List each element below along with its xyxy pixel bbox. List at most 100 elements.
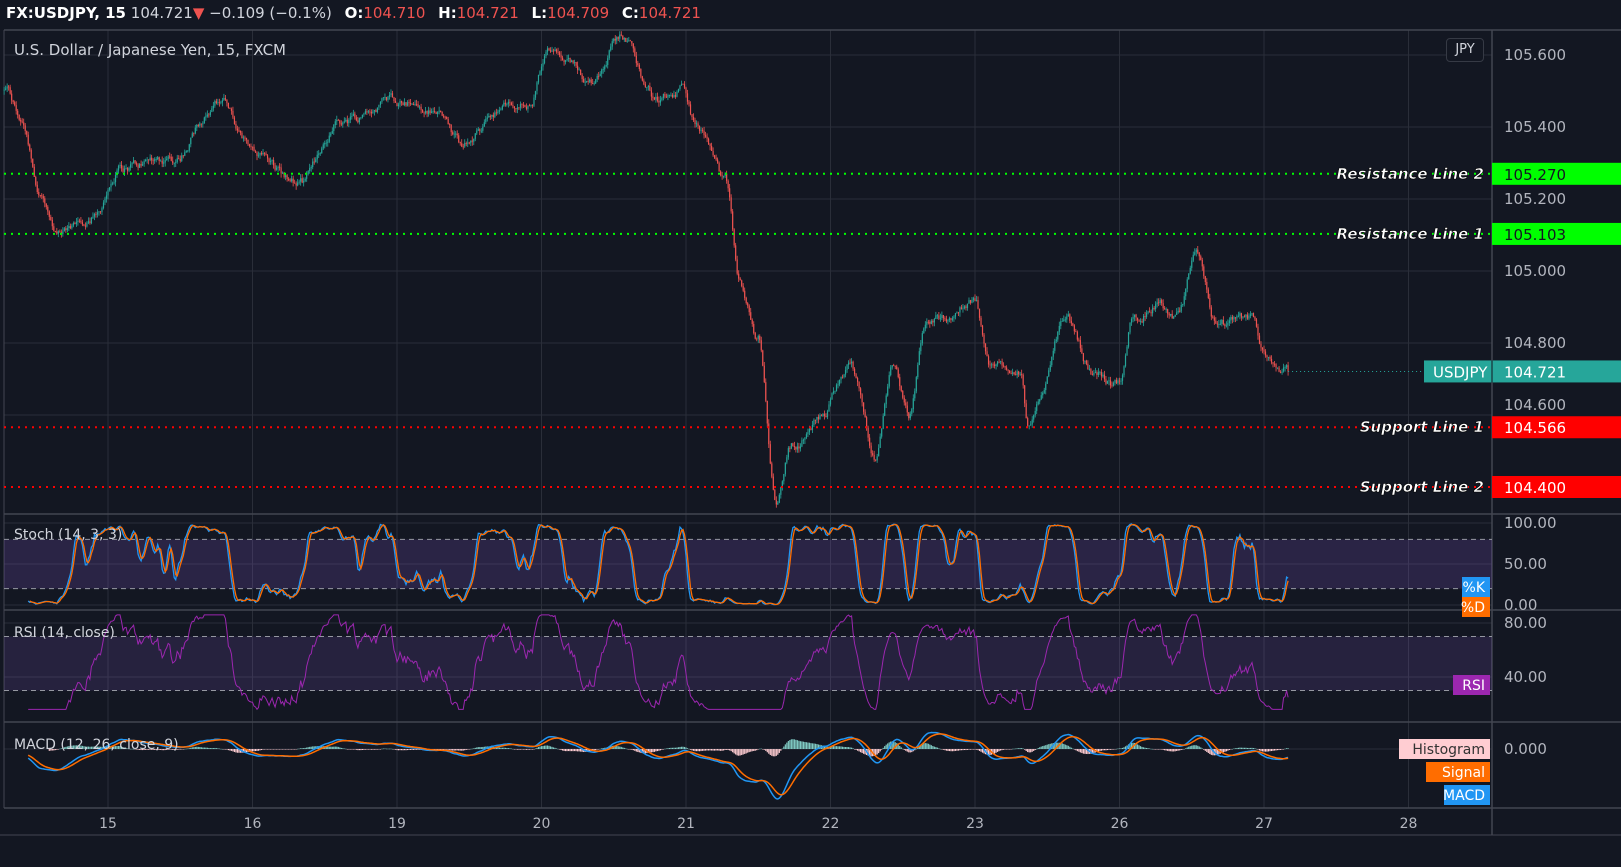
candle-body — [909, 413, 911, 419]
candle — [169, 152, 171, 159]
candle — [387, 96, 389, 103]
macd-histogram-bar — [766, 749, 768, 753]
candle — [24, 123, 26, 135]
candle-body — [167, 156, 169, 159]
macd-histogram-bar — [850, 747, 853, 749]
macd-histogram-bar — [599, 748, 601, 750]
candle — [789, 446, 791, 453]
candle-body — [244, 137, 246, 139]
candle — [417, 101, 419, 108]
macd-histogram-bar — [692, 749, 695, 751]
macd-histogram-bar — [485, 746, 487, 749]
macd-histogram-bar — [980, 749, 982, 752]
candle-body — [1049, 365, 1051, 371]
macd-histogram-bar — [623, 747, 625, 749]
candle — [846, 364, 848, 373]
candle — [826, 409, 829, 420]
candle — [462, 143, 464, 150]
candle — [235, 120, 237, 131]
candle — [926, 318, 928, 329]
macd-histogram-bar — [793, 739, 795, 749]
macd-title[interactable]: MACD (12, 26, close, 9) — [14, 737, 179, 753]
candle — [1182, 303, 1184, 307]
candle-body — [701, 129, 704, 131]
macd-histogram-bar — [1254, 748, 1256, 749]
candle-body — [1155, 304, 1157, 310]
candle — [975, 295, 978, 302]
candle — [104, 196, 106, 206]
candle-body — [608, 50, 610, 59]
macd-histogram-bar — [482, 746, 484, 749]
candle-body — [861, 394, 863, 403]
candle — [503, 100, 505, 107]
macd-histogram-bar — [1039, 747, 1041, 749]
candle-body — [513, 106, 516, 109]
macd-histogram-bar — [968, 749, 970, 750]
candle-body — [826, 411, 829, 418]
macd-histogram-bar — [384, 748, 386, 750]
macd-histogram-bar — [694, 749, 696, 752]
candle-body — [924, 324, 926, 329]
candle-body — [1191, 260, 1193, 268]
candle — [309, 163, 311, 174]
candle-body — [652, 96, 654, 98]
candle-body — [911, 409, 913, 414]
macd-histogram-bar — [1085, 749, 1087, 754]
macd-histogram-bar — [528, 749, 531, 750]
macd-histogram-bar — [676, 747, 678, 749]
candle-body — [1108, 380, 1110, 382]
candle — [569, 57, 571, 64]
candle — [1087, 360, 1089, 370]
candle-body — [1254, 316, 1256, 320]
candle — [936, 313, 938, 320]
candle-body — [595, 79, 597, 84]
macd-histogram-bar — [1155, 749, 1157, 750]
macd-histogram-bar — [221, 748, 223, 750]
candle — [1025, 399, 1027, 419]
candle-body — [26, 130, 28, 135]
currency-button[interactable]: JPY — [1446, 38, 1484, 62]
rsi-title[interactable]: RSI (14, close) — [14, 625, 115, 641]
candle-body — [1136, 317, 1139, 321]
macd-histogram-bar — [948, 749, 951, 752]
candle — [1123, 365, 1125, 378]
candle — [423, 111, 425, 118]
candle — [1031, 416, 1033, 428]
candle — [74, 221, 76, 225]
candle-body — [567, 58, 570, 60]
candle — [983, 332, 985, 348]
candle — [906, 401, 908, 417]
macd-histogram-bar — [1069, 746, 1071, 749]
candle — [1028, 425, 1030, 430]
candle-body — [1070, 320, 1072, 324]
symbol-name[interactable]: FX:USDJPY, 15 — [6, 4, 126, 22]
support-line-label: Support Line 1 — [1360, 418, 1484, 436]
macd-histogram-bar — [933, 746, 935, 749]
macd-histogram-bar — [218, 748, 220, 750]
candle — [363, 112, 365, 117]
macd-histogram-bar — [125, 748, 127, 749]
macd-histogram-bar — [906, 749, 908, 752]
macd-histogram-bar — [128, 748, 130, 750]
macd-histogram-bar — [1078, 749, 1080, 752]
candle-body — [735, 245, 737, 260]
candle — [751, 318, 753, 327]
candle-body — [957, 312, 960, 314]
candle-body — [286, 175, 288, 179]
candle-body — [446, 117, 448, 120]
candle — [477, 126, 479, 132]
macd-histogram-bar — [614, 745, 616, 749]
candle-body — [440, 110, 442, 112]
candle — [1102, 372, 1104, 378]
candle-body — [530, 104, 532, 106]
stoch-title[interactable]: Stoch (14, 3, 3) — [14, 527, 123, 543]
candle — [720, 170, 722, 177]
candle-body — [71, 225, 73, 229]
candle — [819, 413, 821, 420]
candle-body — [814, 419, 817, 421]
candle — [1097, 368, 1100, 378]
candle — [601, 68, 603, 78]
macd-histogram-bar — [757, 749, 759, 750]
candle — [1201, 257, 1203, 271]
